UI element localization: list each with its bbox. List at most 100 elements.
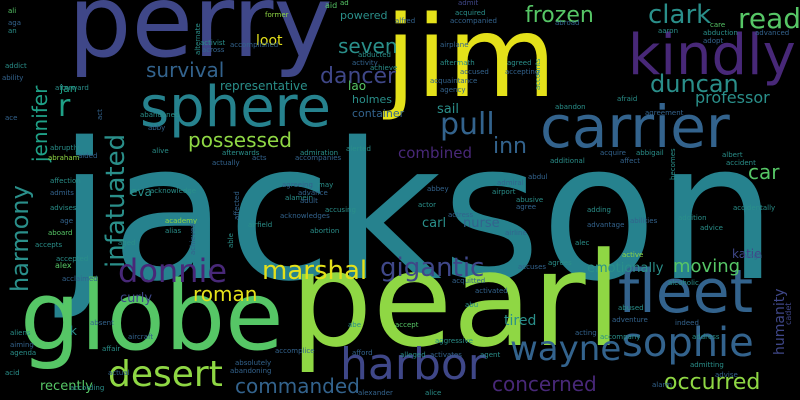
cloud-word: indeed (675, 319, 699, 327)
cloud-word: activity (352, 59, 378, 67)
cloud-word: actual (108, 369, 130, 377)
cloud-word: abandoning (230, 367, 272, 375)
cloud-word: alfred (395, 17, 416, 25)
cloud-word: jim (385, 0, 557, 123)
cloud-word: affect (620, 157, 641, 165)
cloud-word: abby (148, 124, 166, 132)
cloud-word: ad (340, 0, 349, 7)
cloud-word: jackson (58, 102, 778, 323)
cloud-word: admitting (690, 361, 724, 369)
cloud-word: k (70, 324, 77, 338)
cloud-word: agent (480, 351, 501, 359)
cloud-word: loot (256, 33, 283, 49)
cloud-word: harbor (340, 339, 486, 390)
cloud-word: accomplished (230, 41, 279, 49)
cloud-word: academy (165, 217, 198, 225)
cloud-word: alleged (400, 351, 426, 359)
cloud-word: alive (152, 147, 169, 155)
cloud-word: jan (60, 82, 77, 95)
cloud-word: admits (50, 189, 74, 197)
cloud-word: car (748, 160, 780, 184)
cloud-word: carl (422, 216, 447, 231)
cloud-word: aaron (658, 27, 679, 35)
cloud-word: gigantic (380, 253, 485, 283)
cloud-word: desert (108, 354, 223, 395)
cloud-word: agreed (507, 59, 532, 67)
cloud-word: abused (618, 304, 644, 312)
cloud-word: airline (505, 229, 527, 237)
cloud-word: aggressive (435, 337, 473, 345)
cloud-word: abandoned (140, 111, 180, 119)
cloud-word: alternate (194, 23, 202, 55)
cloud-word: aid (325, 1, 338, 10)
cloud-word: aftermath (440, 59, 475, 67)
cloud-word: abraham (48, 154, 80, 162)
cloud-word: alex (55, 261, 72, 270)
cloud-word: accounts (534, 58, 542, 90)
cloud-word: acid (5, 369, 20, 377)
cloud-word: activates (430, 351, 462, 359)
cloud-word: aga (8, 19, 22, 27)
cloud-word: sophie (622, 320, 754, 366)
cloud-word: acknowledges (280, 212, 330, 220)
cloud-word: katie (732, 247, 762, 261)
cloud-word: aircraft (128, 333, 154, 341)
cloud-word: airport (492, 188, 516, 196)
cloud-word: alias (165, 227, 182, 235)
cloud-word: absolutely (235, 359, 272, 367)
cloud-word: acquitted (452, 277, 486, 285)
cloud-word: accidentally (733, 204, 776, 212)
cloud-word: abandon (555, 103, 586, 111)
cloud-word: affair (102, 345, 121, 353)
cloud-word: ability (2, 74, 24, 82)
cloud-word: advise (715, 371, 738, 379)
cloud-word: advises (50, 204, 77, 212)
cloud-word: pull (440, 107, 495, 142)
cloud-word: addict (5, 62, 27, 70)
cloud-word: accused (460, 68, 489, 76)
cloud-word: agree (516, 203, 537, 211)
cloud-word: able (227, 233, 235, 248)
cloud-word: abdul (528, 173, 548, 181)
cloud-word: aided (78, 152, 98, 160)
cloud-word: actress (448, 211, 474, 219)
cloud-word: container (352, 107, 405, 120)
cloud-word: age (60, 217, 74, 225)
cloud-word: dancer (320, 64, 397, 89)
cloud-word: abu (465, 301, 479, 309)
cloud-word: accident (726, 159, 756, 167)
cloud-word: representative (220, 79, 308, 93)
cloud-word: address (692, 333, 720, 341)
cloud-word: alec (575, 239, 590, 247)
cloud-word: admit (458, 0, 479, 7)
cloud-word: care (710, 21, 726, 29)
cloud-word: infatuated (101, 133, 131, 268)
cloud-word: agrees (548, 259, 572, 267)
cloud-word: agreeing (282, 181, 313, 189)
cloud-word: curly (120, 291, 153, 306)
cloud-word: roman (193, 282, 258, 306)
cloud-word: carrier (540, 93, 730, 161)
cloud-word: tired (504, 313, 537, 329)
cloud-word: adventure (612, 316, 648, 324)
cloud-word: alcoholic (668, 279, 699, 287)
cloud-word: acquire (600, 149, 626, 157)
cloud-word: accepted (56, 255, 89, 263)
cloud-word: alamein (285, 194, 314, 202)
cloud-word: wayne (510, 329, 622, 369)
cloud-word: accuses (518, 263, 547, 271)
cloud-word: agreement (645, 109, 684, 117)
cloud-word: airfield (248, 221, 273, 229)
cloud-word: accusing (325, 206, 356, 214)
cloud-word: jennifer (28, 85, 52, 162)
cloud-word: abbey (427, 185, 449, 193)
cloud-word: afterwards (222, 149, 260, 157)
cloud-word: concerned (492, 372, 597, 396)
cloud-word: accompanied (450, 17, 497, 25)
cloud-word: active (622, 251, 644, 259)
cloud-word: actor (418, 201, 437, 209)
cloud-word: abbigail (636, 149, 664, 157)
cloud-word: agenda (10, 349, 37, 357)
cloud-word: kindly (628, 23, 796, 88)
cloud-word: act (96, 109, 104, 120)
